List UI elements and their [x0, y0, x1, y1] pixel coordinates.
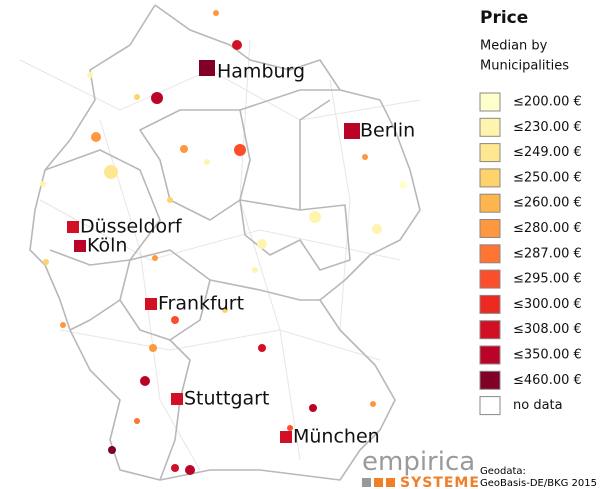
- legend-swatch: [479, 143, 501, 163]
- municipality: [108, 446, 116, 454]
- municipality: [151, 92, 163, 104]
- legend-swatch: [479, 92, 501, 112]
- municipality: [87, 72, 93, 78]
- city-marker: [344, 123, 360, 139]
- municipality: [134, 418, 140, 424]
- municipality: [370, 401, 376, 407]
- municipality: [287, 425, 293, 431]
- state-border: [44, 149, 161, 266]
- municipality: [232, 40, 242, 50]
- municipality: [40, 181, 46, 187]
- country-border: [29, 4, 421, 481]
- municipality: [140, 376, 150, 386]
- logo-square: [362, 478, 371, 487]
- legend-swatch: [479, 244, 501, 264]
- city-label: Hamburg: [217, 61, 305, 83]
- state-border: [69, 299, 191, 481]
- city-marker: [199, 60, 215, 76]
- legend-label: ≤260.00 €: [513, 196, 582, 211]
- municipality: [204, 159, 210, 165]
- attribution: GeoBasis-DE/BKG 2015 &: [480, 478, 600, 489]
- city-markers: [67, 60, 360, 443]
- logo-square: [386, 478, 395, 487]
- municipality: [149, 344, 157, 352]
- legend-label: ≤287.00 €: [513, 246, 582, 261]
- logo-name: empirica: [362, 447, 475, 477]
- city-label: Düsseldorf: [80, 216, 183, 238]
- legend-label: ≤308.00 €: [513, 322, 582, 337]
- municipality: [399, 181, 407, 189]
- legend-label: ≤300.00 €: [513, 297, 582, 312]
- municipality: [309, 404, 317, 412]
- city-label: Köln: [87, 235, 127, 257]
- legend-swatch: [479, 219, 501, 238]
- municipality: [134, 94, 140, 100]
- state-border: [119, 249, 211, 341]
- city-marker: [74, 240, 86, 252]
- legend-label: ≤230.00 €: [513, 120, 582, 135]
- state-border: [139, 109, 251, 221]
- city-label: München: [293, 426, 380, 448]
- municipality: [104, 165, 118, 179]
- state-border: [239, 199, 351, 271]
- legend-swatch: [479, 294, 501, 314]
- municipality: [309, 211, 321, 223]
- legend-swatch: [479, 370, 501, 390]
- city-label: Berlin: [360, 120, 415, 142]
- municipality: [257, 239, 267, 249]
- legend-swatch: [479, 193, 501, 213]
- municipality: [372, 224, 382, 234]
- municipality: [152, 255, 158, 261]
- municipality: [222, 307, 228, 313]
- legend-label: ≤295.00 €: [513, 272, 582, 287]
- city-marker: [145, 298, 157, 310]
- municipality: [91, 132, 101, 142]
- municipality: [362, 154, 368, 160]
- municipality: [60, 322, 66, 328]
- municipality: [167, 197, 173, 203]
- municipalities: [40, 10, 407, 475]
- legend-label: ≤200.00 €: [513, 95, 582, 110]
- legend-title: Price: [480, 8, 528, 28]
- legend: Price Median by Municipalities ≤200.00 €…: [470, 0, 600, 430]
- municipality: [234, 144, 246, 156]
- municipality: [180, 145, 188, 153]
- municipality: [171, 316, 179, 324]
- city-marker: [67, 221, 79, 233]
- municipality: [185, 465, 195, 475]
- municipality: [252, 267, 258, 273]
- legend-swatch: [479, 345, 501, 365]
- municipality: [258, 344, 266, 352]
- municipality: [213, 10, 219, 16]
- state-border: [209, 89, 340, 301]
- legend-subtitle: Median by: [480, 39, 548, 54]
- logo-square: [374, 478, 383, 487]
- legend-label: no data: [513, 398, 563, 413]
- city-marker: [171, 393, 183, 405]
- logo-tagline: SYSTEME: [400, 475, 480, 489]
- city-labels: Hamburg Berlin Düsseldorf Köln Frankfurt…: [80, 61, 415, 448]
- legend-subtitle: Municipalities: [480, 59, 569, 74]
- city-marker: [280, 431, 292, 443]
- legend-label: ≤250.00 €: [513, 170, 582, 185]
- city-label: Stuttgart: [184, 388, 269, 410]
- city-label: Frankfurt: [158, 293, 244, 315]
- legend-label: ≤249.00 €: [513, 145, 582, 160]
- municipality: [171, 464, 179, 472]
- municipality: [43, 259, 49, 265]
- legend-swatch: [479, 117, 501, 137]
- legend-label: ≤280.00 €: [513, 221, 582, 236]
- attribution: Geodata:: [480, 466, 526, 477]
- legend-swatch: [479, 168, 501, 188]
- legend-label: ≤460.00 €: [513, 373, 582, 388]
- legend-label: ≤350.00 €: [513, 348, 582, 363]
- legend-swatch: [479, 320, 501, 340]
- legend-swatch: [479, 269, 501, 289]
- legend-swatch: [479, 396, 501, 416]
- logo: empirica SYSTEME: [362, 447, 480, 489]
